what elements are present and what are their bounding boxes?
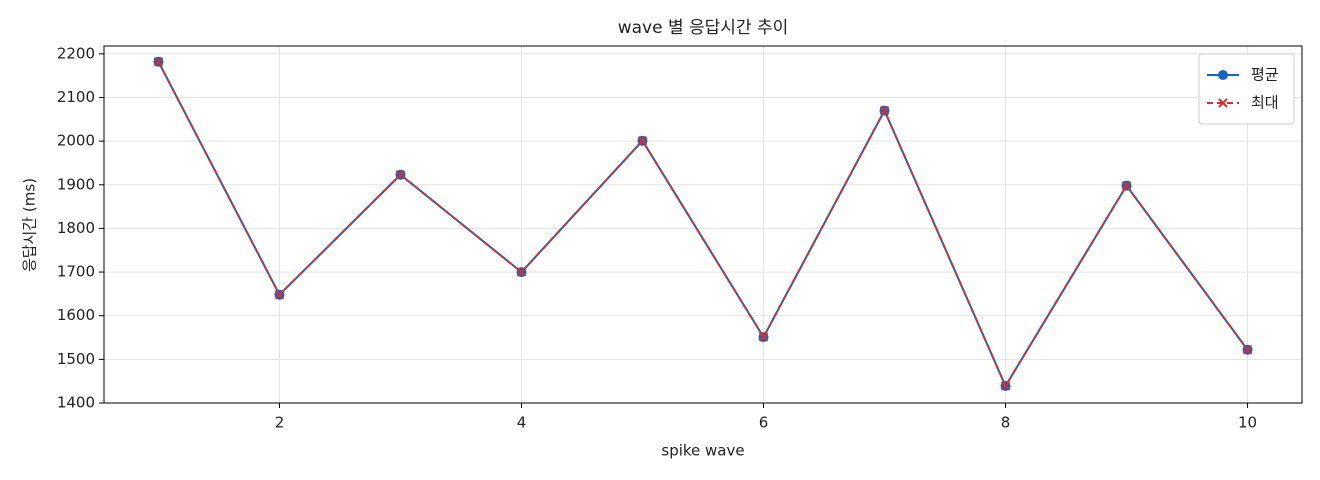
y-axis-label: 응답시간 (ms) xyxy=(21,178,39,272)
marker-shape xyxy=(879,105,890,116)
y-tick-label: 1400 xyxy=(57,394,95,412)
y-tick-label: 2200 xyxy=(57,44,95,62)
marker-shape xyxy=(395,170,406,180)
chart-title: wave 별 응답시간 추이 xyxy=(618,18,789,38)
x-axis-label: spike wave xyxy=(661,442,744,460)
x-tick-label: 4 xyxy=(517,414,527,432)
marker-shape xyxy=(274,290,285,300)
legend-label: 평균 xyxy=(1251,66,1279,84)
marker xyxy=(758,332,769,342)
series-line xyxy=(157,61,1249,389)
marker xyxy=(1218,98,1228,108)
marker xyxy=(274,290,285,300)
y-tick-label: 1600 xyxy=(57,306,95,324)
y-tick-label: 2000 xyxy=(57,132,95,150)
x-tick-label: 8 xyxy=(1001,414,1011,432)
y-tick-label: 1800 xyxy=(57,219,95,237)
marker xyxy=(1121,180,1132,191)
marker xyxy=(1000,381,1011,391)
y-tick-label: 2100 xyxy=(57,88,95,106)
marker xyxy=(1242,345,1253,355)
legend-box xyxy=(1198,53,1295,125)
marker-shape xyxy=(516,267,527,277)
marker xyxy=(153,57,164,67)
marker xyxy=(516,267,527,277)
marker xyxy=(879,105,890,116)
plot-frame xyxy=(103,45,1303,404)
y-tick-label: 1900 xyxy=(57,175,95,193)
series-line xyxy=(157,61,1249,389)
marker-shape xyxy=(637,135,648,146)
marker-shape xyxy=(1242,345,1253,355)
x-tick-label: 2 xyxy=(275,414,285,432)
marker-shape xyxy=(1218,98,1228,108)
marker-shape xyxy=(1000,381,1011,391)
marker xyxy=(637,135,648,146)
marker xyxy=(1218,70,1228,80)
marker-shape xyxy=(758,332,769,342)
marker xyxy=(395,170,406,180)
y-tick-label: 1700 xyxy=(57,263,95,281)
marker-shape xyxy=(153,57,164,67)
legend-label: 최대 xyxy=(1251,94,1279,112)
x-tick-label: 10 xyxy=(1238,414,1257,432)
marker-shape xyxy=(1121,180,1132,191)
y-tick-label: 1500 xyxy=(57,350,95,368)
x-tick-label: 6 xyxy=(759,414,769,432)
